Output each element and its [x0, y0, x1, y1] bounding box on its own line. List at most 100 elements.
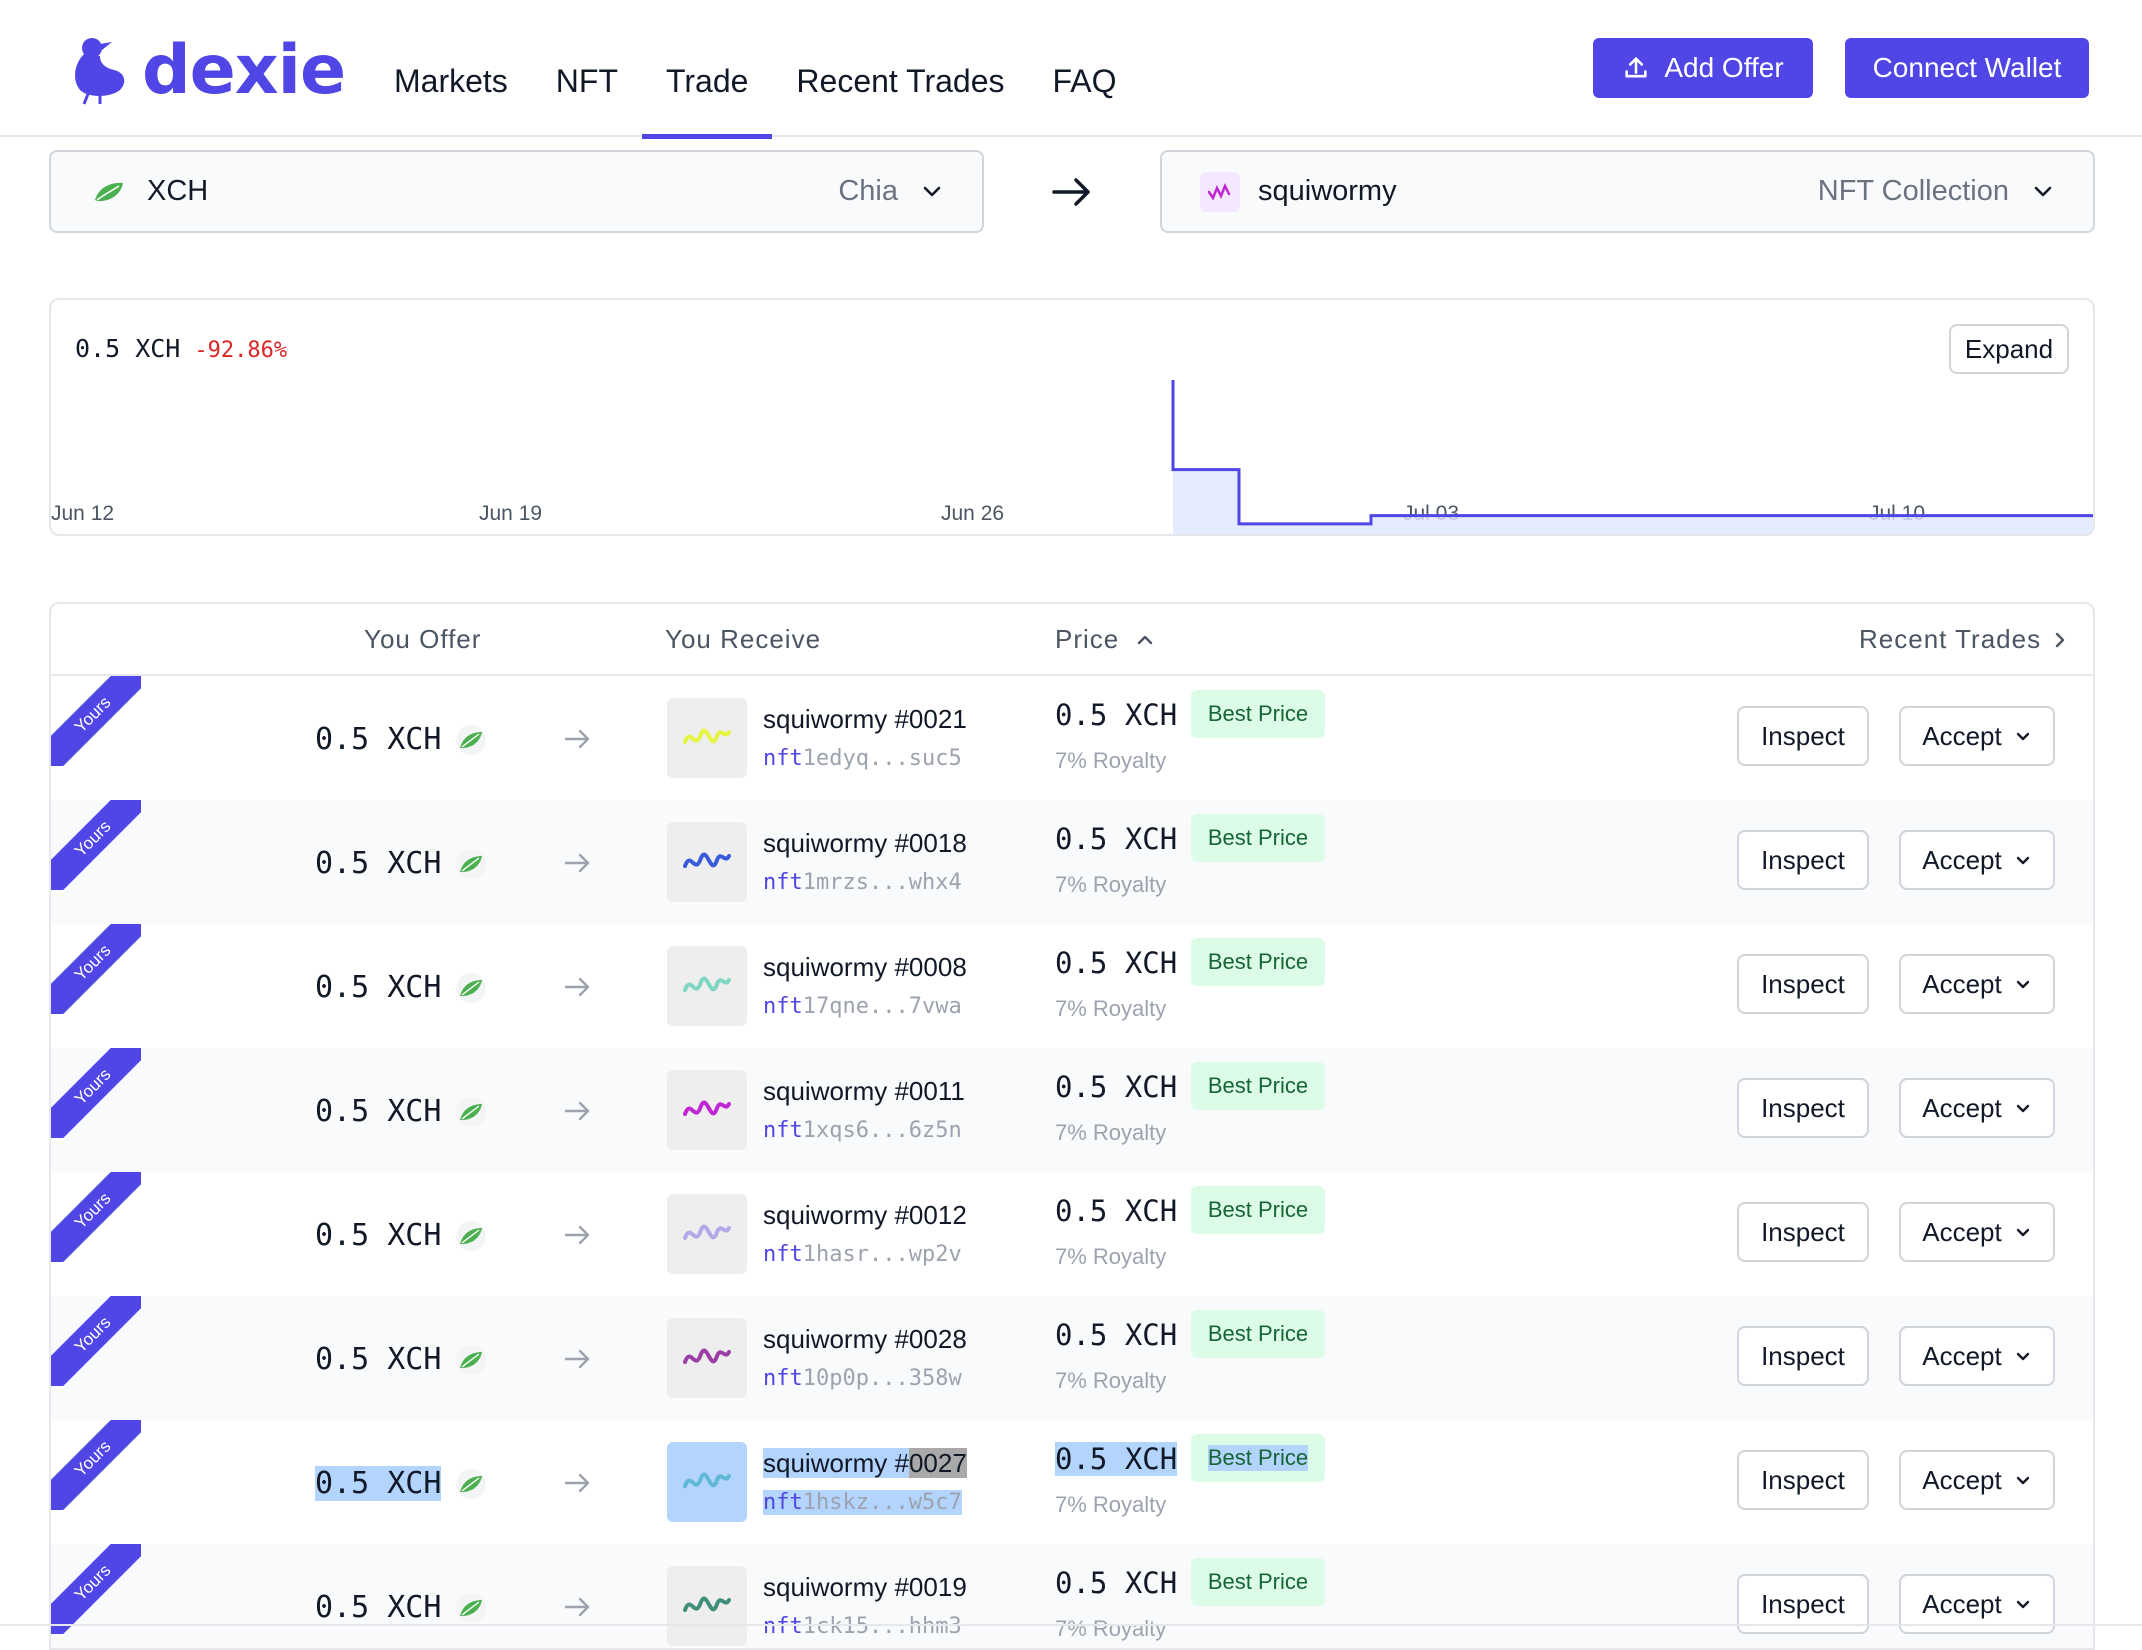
- inspect-button[interactable]: Inspect: [1737, 1202, 1869, 1262]
- nft-id[interactable]: nft1hasr...wp2v: [763, 1242, 962, 1267]
- recent-trades-link[interactable]: Recent Trades: [1859, 624, 2069, 655]
- receive-asset-selector[interactable]: squiwormy NFT Collection: [1160, 150, 2095, 233]
- offer-price: 0.5 XCH: [1055, 946, 1178, 980]
- price-chart[interactable]: Jun 12 Jun 19 Jun 26 Jul 03 Jul 10 0.5 XCH -9…: [49, 298, 2095, 536]
- chart-plot: Jun 12 Jun 19 Jun 26 Jul 03 Jul 10: [51, 380, 2093, 534]
- nft-thumbnail[interactable]: [667, 1442, 747, 1522]
- nft-name[interactable]: squiwormy #0008: [763, 952, 967, 982]
- inspect-button[interactable]: Inspect: [1737, 1450, 1869, 1510]
- nft-id[interactable]: nft1mrzs...whx4: [763, 870, 962, 895]
- x-tick-label: Jun 26: [941, 502, 1004, 525]
- chia-leaf-icon: [456, 849, 486, 879]
- royalty: 7% Royalty: [1055, 748, 1167, 773]
- accept-button[interactable]: Accept: [1899, 706, 2055, 766]
- dexie-logo[interactable]: dexie: [70, 30, 346, 110]
- squiwormy-icon: [683, 852, 731, 868]
- table-row[interactable]: Yours 0.5 XCH squiwormy #0011 nft1xqs6..…: [51, 1048, 2093, 1172]
- chevron-down-icon: [2034, 186, 2052, 196]
- accept-button[interactable]: Accept: [1899, 1450, 2055, 1510]
- accept-button[interactable]: Accept: [1899, 1078, 2055, 1138]
- offer-amount: 0.5 XCH: [315, 1218, 442, 1253]
- chia-leaf-icon: [456, 973, 486, 1003]
- chart-price-value: 0.5 XCH: [75, 334, 181, 363]
- table-row[interactable]: Yours 0.5 XCH squiwormy #0018 nft1mrzs..…: [51, 800, 2093, 924]
- nav-recent-trades[interactable]: Recent Trades: [796, 63, 1005, 99]
- nft-name[interactable]: squiwormy #0012: [763, 1200, 967, 1230]
- nft-id[interactable]: nft10p0p...358w: [763, 1366, 962, 1391]
- best-price-badge: Best Price: [1191, 1062, 1325, 1110]
- header-you-offer[interactable]: You Offer: [364, 624, 482, 654]
- squiwormy-icon: [683, 1472, 731, 1488]
- nft-name[interactable]: squiwormy #0018: [763, 828, 967, 858]
- squiwormy-icon: [683, 1596, 731, 1612]
- yours-ribbon: Yours: [51, 676, 141, 766]
- expand-chart-button[interactable]: Expand: [1949, 324, 2069, 374]
- nft-id[interactable]: nft1hskz...w5c7: [763, 1490, 962, 1515]
- squiwormy-icon: [683, 1348, 731, 1364]
- footer-divider: [0, 1624, 2142, 1626]
- nft-thumbnail[interactable]: [667, 946, 747, 1026]
- offer-asset-name: XCH: [147, 175, 209, 207]
- nav-nft[interactable]: NFT: [555, 63, 618, 99]
- connect-wallet-button[interactable]: Connect Wallet: [1845, 38, 2089, 98]
- offer-price: 0.5 XCH: [1055, 1442, 1178, 1476]
- inspect-button[interactable]: Inspect: [1737, 706, 1869, 766]
- accept-button[interactable]: Accept: [1899, 1202, 2055, 1262]
- chevron-right-icon: [2055, 632, 2065, 647]
- nft-thumbnail[interactable]: [667, 1566, 747, 1646]
- accept-button[interactable]: Accept: [1899, 1326, 2055, 1386]
- table-row[interactable]: Yours 0.5 XCH squiwormy #0028 nft10p0p..…: [51, 1296, 2093, 1420]
- yours-ribbon: Yours: [51, 800, 141, 890]
- price-series-line: [1171, 380, 2093, 526]
- best-price-badge: Best Price: [1191, 814, 1325, 862]
- nft-name[interactable]: squiwormy #0019: [763, 1572, 967, 1602]
- inspect-button[interactable]: Inspect: [1737, 1078, 1869, 1138]
- royalty: 7% Royalty: [1055, 1244, 1167, 1269]
- table-row[interactable]: Yours 0.5 XCH squiwormy #0021 nft1edyq..…: [51, 676, 2093, 800]
- accept-button[interactable]: Accept: [1899, 830, 2055, 890]
- accept-button[interactable]: Accept: [1899, 954, 2055, 1014]
- table-row[interactable]: Yours 0.5 XCH squiwormy #0012 nft1hasr..…: [51, 1172, 2093, 1296]
- add-offer-button[interactable]: Add Offer: [1593, 38, 1813, 98]
- nft-thumbnail[interactable]: [667, 698, 747, 778]
- yours-ribbon: Yours: [51, 1296, 141, 1386]
- nft-name[interactable]: squiwormy #0028: [763, 1324, 967, 1354]
- nav-faq[interactable]: FAQ: [1052, 63, 1117, 99]
- royalty: 7% Royalty: [1055, 1368, 1167, 1393]
- nft-id[interactable]: nft17qne...7vwa: [763, 994, 962, 1019]
- squiwormy-icon: [683, 1100, 731, 1116]
- chevron-up-icon: [1138, 635, 1153, 644]
- nav-trade[interactable]: Trade: [642, 0, 773, 139]
- nft-thumbnail[interactable]: [667, 1318, 747, 1398]
- squiwormy-icon: [1200, 171, 1240, 212]
- nft-id[interactable]: nft1xqs6...6z5n: [763, 1118, 962, 1143]
- inspect-button[interactable]: Inspect: [1737, 1326, 1869, 1386]
- offer-amount: 0.5 XCH: [315, 970, 442, 1005]
- nft-name[interactable]: squiwormy #0027: [763, 1448, 967, 1478]
- chia-leaf-icon: [89, 172, 129, 212]
- nft-id[interactable]: nft1ck15...hhm3: [763, 1614, 962, 1639]
- inspect-button[interactable]: Inspect: [1737, 954, 1869, 1014]
- chevron-down-icon: [2016, 1476, 2029, 1485]
- table-row[interactable]: Yours 0.5 XCH squiwormy #0027 nft1hskz..…: [51, 1420, 2093, 1544]
- nft-name[interactable]: squiwormy #0011: [763, 1076, 965, 1106]
- offer-asset-selector[interactable]: XCH Chia: [49, 150, 984, 233]
- header-you-receive[interactable]: You Receive: [665, 624, 822, 654]
- inspect-button[interactable]: Inspect: [1737, 830, 1869, 890]
- nft-id[interactable]: nft1edyq...suc5: [763, 746, 962, 771]
- arrow-right-icon: [564, 1225, 590, 1245]
- receive-asset-name: squiwormy: [1258, 175, 1397, 207]
- nft-name[interactable]: squiwormy #0021: [763, 704, 967, 734]
- add-offer-label: Add Offer: [1664, 52, 1784, 83]
- table-row[interactable]: Yours 0.5 XCH squiwormy #0019 nft1ck15..…: [51, 1544, 2093, 1648]
- arrow-right-icon[interactable]: [1048, 168, 1096, 216]
- nav-markets[interactable]: Markets: [394, 63, 508, 99]
- chevron-down-icon: [923, 186, 941, 196]
- table-row[interactable]: Yours 0.5 XCH squiwormy #0008 nft17qne..…: [51, 924, 2093, 1048]
- offer-amount: 0.5 XCH: [315, 722, 442, 757]
- chevron-down-icon: [2016, 1104, 2029, 1113]
- header-price[interactable]: Price: [1055, 624, 1155, 655]
- nft-thumbnail[interactable]: [667, 1070, 747, 1150]
- nft-thumbnail[interactable]: [667, 822, 747, 902]
- nft-thumbnail[interactable]: [667, 1194, 747, 1274]
